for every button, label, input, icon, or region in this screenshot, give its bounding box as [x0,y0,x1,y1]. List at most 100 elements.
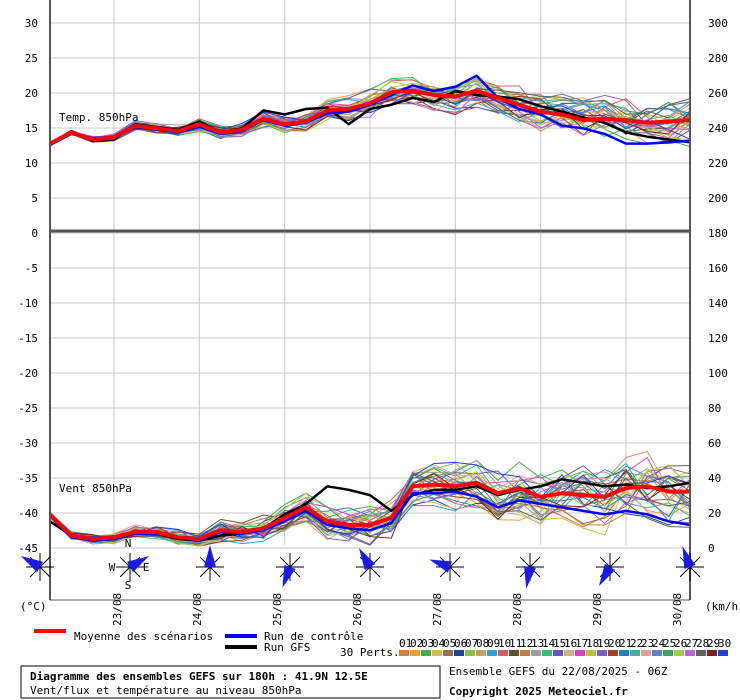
temp-perturbation-line [49,77,691,145]
rose-spoke [449,556,461,568]
wind-rose [196,545,224,581]
rose-spoke [119,556,131,568]
rose-wedge [204,545,216,567]
right-tick-label-temp: 260 [708,87,728,100]
rose-wedge [20,556,43,573]
wind-rose [596,553,624,587]
pert-swatch [641,650,651,656]
pert-id: 13 [531,637,544,650]
pert-id: 12 [520,637,533,650]
pert-id: 02 [410,637,423,650]
right-axis-unit: (km/h) [705,600,740,613]
pert-id: 03 [421,637,434,650]
pert-swatch [542,650,552,656]
pert-id: 18 [586,637,599,650]
rose-spoke [689,566,701,578]
wind-perturbation-line [49,470,691,542]
wind-rose [676,546,704,581]
left-tick-label: 15 [25,122,38,135]
right-tick-label-wind: 160 [708,262,728,275]
wind-perturbation-line [49,465,691,547]
ensemble-run: Ensemble GEFS du 22/08/2025 - 06Z [449,665,668,678]
left-tick-label: 10 [25,157,38,170]
pert-id: 11 [509,637,522,650]
left-tick-label: -25 [18,402,38,415]
pert-swatch [696,650,706,656]
right-tick-label-wind: 140 [708,297,728,310]
pert-id: 30 [718,637,731,650]
pert-swatch [608,650,618,656]
pert-swatch [487,650,497,656]
temp-mean-line [49,88,691,146]
right-tick-label-temp: 240 [708,122,728,135]
copyright: Copyright 2025 Meteociel.fr [449,685,628,698]
left-tick-label: 20 [25,87,38,100]
left-tick-label: -35 [18,472,38,485]
wind-panel-label: Vent 850hPa [59,482,132,495]
pert-id: 26 [674,637,687,650]
right-tick-label-wind: 80 [708,402,721,415]
chart-subtitle: Vent/flux et température au niveau 850hP… [30,684,302,697]
rose-spoke [599,556,611,568]
pert-id: 20 [608,637,621,650]
pert-id: 09 [487,637,500,650]
right-tick-label-temp: 200 [708,192,728,205]
chart-title: Diagramme des ensembles GEFS sur 180h : … [30,670,368,683]
rose-wedge [682,546,696,570]
wind-rose [276,553,304,588]
left-tick-label: -45 [18,542,38,555]
pert-swatch [630,650,640,656]
right-tick-label-temp: 280 [708,52,728,65]
left-tick-label: 30 [25,17,38,30]
pert-swatch [520,650,530,656]
date-label: 30/08 [671,593,684,626]
axis-ticks: 30 25 20 15 10 5 0 -5 -10 -15 -20 -25 -30 -35 -40 -45 30… [18,17,728,626]
left-tick-label: -20 [18,367,38,380]
right-tick-label-wind: 0 [708,542,715,555]
wind-perturbation-line [49,464,691,543]
rose-spoke [39,556,51,568]
pert-id: 29 [707,637,720,650]
rose-spoke [609,556,621,568]
date-label: 25/08 [271,593,284,626]
rose-wedge [282,564,296,588]
pert-swatch [531,650,541,656]
rose-wedge [359,547,376,570]
rose-spoke [119,566,131,578]
temp-perturbation-line [49,87,691,143]
perturbation-legend: 0102030405060708091011121314151617181920… [399,637,731,656]
wind-roses: N SW E [20,537,704,592]
rose-spoke [359,566,371,578]
right-tick-label-wind: 20 [708,507,721,520]
perturbation-count: 30 Perts. [340,646,400,659]
pert-swatch [432,650,442,656]
rose-spoke [679,566,691,578]
pert-swatch [454,650,464,656]
pert-id: 04 [432,637,446,650]
rose-spoke [209,566,221,578]
pert-id: 16 [564,637,577,650]
date-label: 27/08 [431,593,444,626]
pert-swatch [421,650,431,656]
grid [50,0,690,549]
pert-id: 15 [553,637,566,650]
pert-swatch [663,650,673,656]
wind-perturbation-line [49,472,691,545]
compass-letter: N [125,537,132,550]
compass-letter: S [125,579,132,592]
left-tick-label: 0 [31,227,38,240]
pert-swatch [509,650,519,656]
pert-swatch [619,650,629,656]
wind-perturbation-line [49,473,691,545]
rose-wedge [429,559,453,573]
left-axis-unit: (°C) [20,600,47,613]
pert-swatch [443,650,453,656]
pert-id: 17 [575,637,588,650]
pert-swatch [553,650,563,656]
pert-swatch [476,650,486,656]
compass-letter: E [143,561,150,574]
pert-id: 08 [476,637,489,650]
pert-id: 22 [630,637,643,650]
main-series-lines [48,74,691,542]
right-tick-label-wind: 40 [708,472,721,485]
